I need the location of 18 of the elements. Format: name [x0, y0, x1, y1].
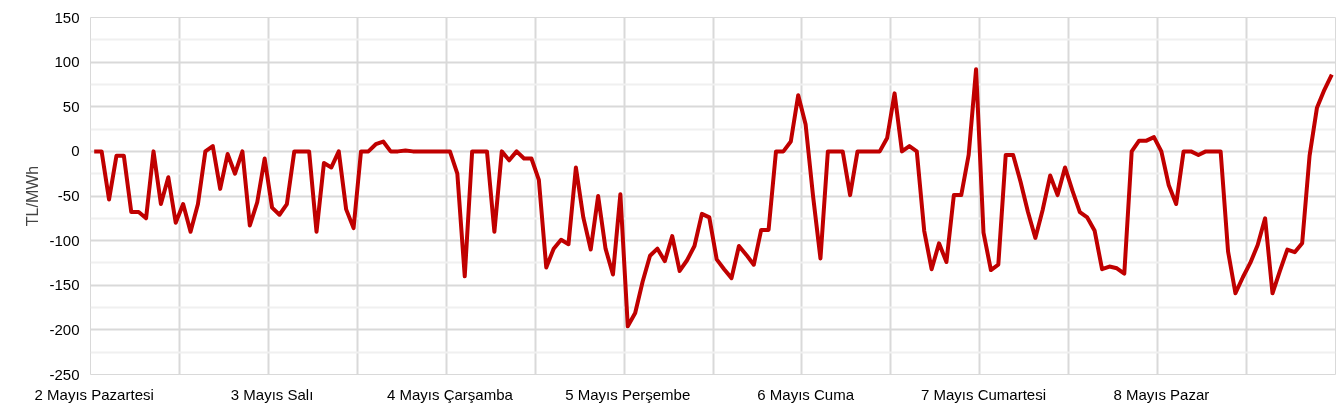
line-series — [92, 67, 1334, 329]
y-tick-label: -200 — [49, 320, 80, 338]
y-tick-label: 100 — [54, 53, 80, 71]
x-tick-label: 3 Mayıs Salı — [230, 385, 314, 403]
x-tick-label: 2 Mayıs Pazartesi — [34, 385, 154, 403]
x-tick-label: 7 Mayıs Cumartesi — [920, 385, 1047, 403]
y-axis-title: TL/MWh — [24, 165, 42, 227]
y-tick-label: -250 — [49, 365, 80, 383]
y-tick-label: -100 — [49, 231, 80, 249]
y-tick-label: 0 — [71, 142, 80, 160]
x-tick-label: 6 Mayıs Cuma — [757, 385, 855, 403]
y-tick-label: 150 — [54, 8, 80, 26]
y-tick-label: -50 — [57, 187, 80, 204]
y-tick-label: -150 — [49, 276, 80, 294]
x-tick-label: 4 Mayıs Çarşamba — [386, 385, 514, 403]
x-tick-label: 5 Mayıs Perşembe — [565, 385, 691, 403]
y-tick-label: 50 — [62, 97, 80, 115]
x-tick-label: 8 Mayıs Pazar — [1113, 385, 1210, 403]
